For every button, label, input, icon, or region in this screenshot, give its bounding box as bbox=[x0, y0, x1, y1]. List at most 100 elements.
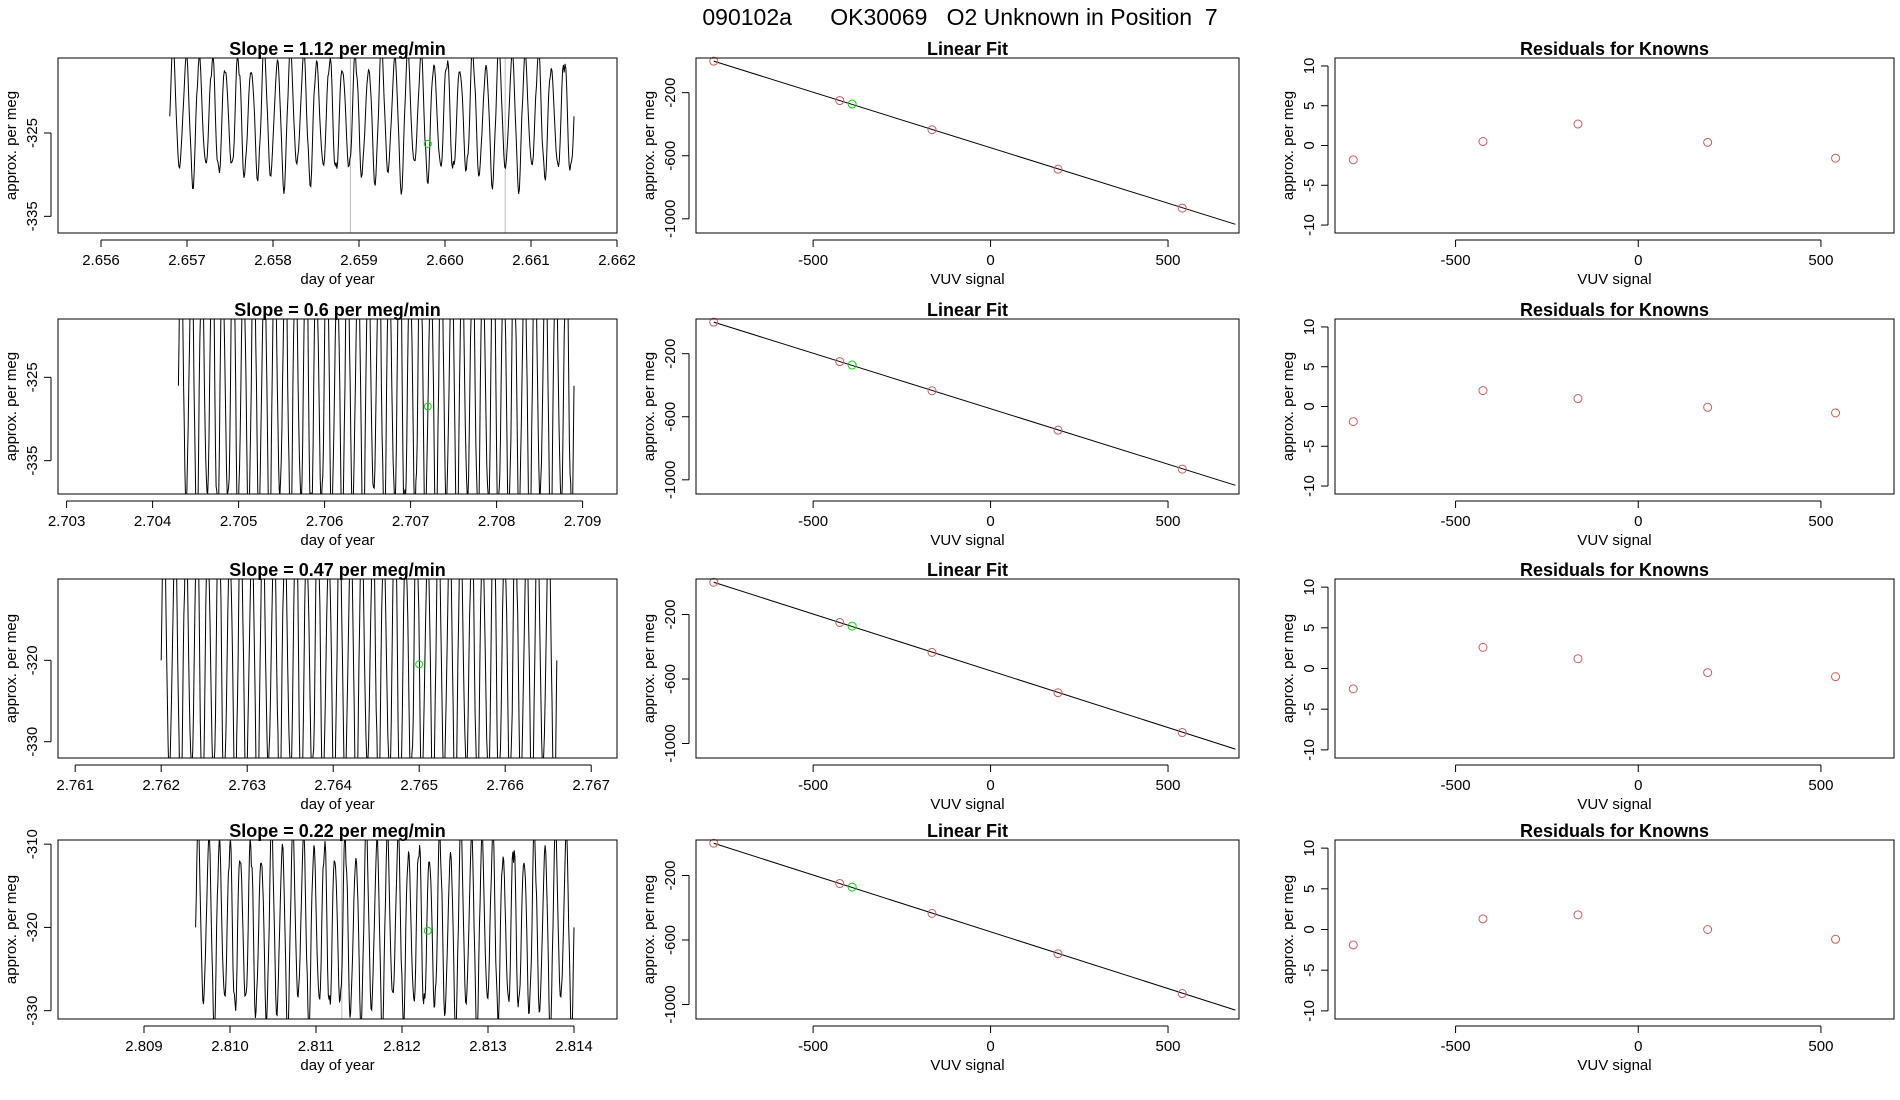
x-tick-label: 2.764 bbox=[314, 777, 352, 794]
plot-frame bbox=[1334, 318, 1895, 495]
y-axis-label: approx. per meg bbox=[1280, 614, 1297, 723]
residual-point bbox=[1573, 654, 1583, 664]
x-tick-label: 2.762 bbox=[142, 777, 180, 794]
x-tick-label: 0 bbox=[1634, 252, 1642, 269]
y-tick-label: -1000 bbox=[662, 461, 679, 499]
x-axis-label: VUV signal bbox=[1577, 796, 1651, 813]
x-axis-label: day of year bbox=[300, 796, 374, 813]
x-axis-label: VUV signal bbox=[1577, 1057, 1651, 1074]
residuals-plot: Residuals for Knowns -500 0 500 VUV signal 10… bbox=[1280, 821, 1895, 1074]
x-tick-label: -500 bbox=[798, 252, 828, 269]
plot-title: Residuals for Knowns bbox=[1520, 560, 1709, 580]
residual-point bbox=[1478, 914, 1488, 924]
x-tick-label: 2.811 bbox=[298, 1038, 334, 1055]
signal-line bbox=[160, 579, 558, 758]
x-tick-label: 2.814 bbox=[555, 1038, 593, 1055]
x-tick-label: 2.656 bbox=[82, 252, 120, 269]
y-axis-label: approx. per meg bbox=[1280, 352, 1297, 461]
x-tick-label: 500 bbox=[1808, 513, 1833, 530]
x-tick-label: 2.662 bbox=[598, 252, 636, 269]
plot-title: Slope = 0.6 per meg/min bbox=[234, 300, 441, 320]
y-axis-label: approx. per meg bbox=[3, 352, 20, 461]
unknown-point bbox=[423, 926, 432, 935]
y-tick-label: 10 bbox=[1301, 319, 1318, 336]
y-tick-label: -600 bbox=[662, 141, 679, 171]
x-axis-label: day of year bbox=[300, 532, 374, 549]
y-axis-label: approx. per meg bbox=[641, 614, 658, 723]
x-axis-label: VUV signal bbox=[930, 796, 1004, 813]
y-tick-label: -320 bbox=[24, 912, 41, 942]
y-tick-label: -330 bbox=[24, 727, 41, 757]
plot-title: Linear Fit bbox=[927, 39, 1008, 59]
y-tick-label: 0 bbox=[1301, 402, 1318, 410]
y-axis-label: approx. per meg bbox=[641, 875, 658, 984]
residual-point bbox=[1348, 155, 1358, 165]
residual-point bbox=[1573, 119, 1583, 129]
unknown-point bbox=[847, 882, 857, 892]
known-point bbox=[927, 647, 937, 657]
known-point bbox=[1177, 464, 1187, 474]
residual-point bbox=[1831, 672, 1841, 682]
known-point bbox=[1053, 425, 1063, 435]
plot-frame bbox=[57, 57, 618, 234]
unknown-point bbox=[423, 139, 432, 148]
known-point bbox=[835, 357, 845, 367]
x-tick-label: 500 bbox=[1156, 1038, 1181, 1055]
y-tick-label: -320 bbox=[24, 645, 41, 675]
x-tick-label: 2.709 bbox=[564, 513, 602, 530]
residual-point bbox=[1831, 934, 1841, 944]
signal-line bbox=[169, 58, 575, 195]
y-tick-label: -200 bbox=[662, 78, 679, 108]
y-tick-label: -200 bbox=[662, 860, 679, 890]
y-tick-label: -335 bbox=[24, 446, 41, 476]
y-tick-label: 0 bbox=[1301, 925, 1318, 933]
x-tick-label: 500 bbox=[1156, 513, 1181, 530]
y-axis-label: approx. per meg bbox=[1280, 91, 1297, 200]
x-tick-label: -500 bbox=[798, 777, 828, 794]
x-tick-label: 2.703 bbox=[48, 513, 86, 530]
plot-title: Slope = 1.12 per meg/min bbox=[229, 39, 446, 59]
residual-point bbox=[1703, 925, 1713, 934]
y-tick-label: -5 bbox=[1301, 703, 1318, 716]
x-axis-label: VUV signal bbox=[930, 271, 1004, 288]
known-point bbox=[1053, 688, 1063, 698]
x-tick-label: 2.660 bbox=[426, 252, 464, 269]
linear-fit-plot: Linear Fit -500 0 500 VUV signal -200 -600 -100… bbox=[641, 300, 1240, 549]
x-tick-label: 2.761 bbox=[56, 777, 94, 794]
y-tick-label: 5 bbox=[1301, 885, 1318, 893]
y-tick-label: 0 bbox=[1301, 664, 1318, 672]
x-tick-label: 2.812 bbox=[383, 1038, 421, 1055]
plot-frame bbox=[1334, 578, 1895, 759]
linear-fit-plot: Linear Fit -500 0 500 VUV signal -200 -600 -100… bbox=[641, 560, 1240, 813]
x-tick-label: 0 bbox=[986, 252, 994, 269]
x-tick-label: 2.659 bbox=[340, 252, 378, 269]
plot-title: Slope = 0.47 per meg/min bbox=[229, 560, 446, 580]
plot-area bbox=[160, 579, 558, 758]
plot-frame bbox=[1334, 57, 1895, 234]
residuals-plot: Residuals for Knowns -500 0 500 VUV signal 10… bbox=[1280, 560, 1895, 813]
x-tick-label: 2.707 bbox=[392, 513, 430, 530]
x-tick-label: -500 bbox=[1441, 1038, 1471, 1055]
residual-point bbox=[1703, 402, 1713, 412]
y-tick-label: 0 bbox=[1301, 141, 1318, 149]
x-tick-label: 0 bbox=[1634, 777, 1642, 794]
plot-area bbox=[169, 58, 575, 233]
known-point bbox=[927, 125, 937, 135]
plot-grid: Slope = 1.12 per meg/min 2.656 2.657 2.658 2… bbox=[3, 39, 1895, 1074]
y-tick-label: 5 bbox=[1301, 624, 1318, 632]
x-tick-label: 2.661 bbox=[512, 252, 550, 269]
fit-line bbox=[713, 60, 1236, 225]
known-point bbox=[835, 96, 845, 106]
y-tick-label: -325 bbox=[24, 362, 41, 392]
y-tick-label: -200 bbox=[662, 339, 679, 369]
plot-area bbox=[195, 840, 575, 1019]
plot-title: Residuals for Knowns bbox=[1520, 300, 1709, 320]
x-tick-label: 2.765 bbox=[400, 777, 438, 794]
known-point bbox=[1177, 989, 1187, 999]
plot-title: Slope = 0.22 per meg/min bbox=[229, 821, 446, 841]
linear-fit-plot: Linear Fit -500 0 500 VUV signal -200 -600 -100… bbox=[641, 39, 1240, 288]
x-tick-label: 0 bbox=[1634, 513, 1642, 530]
page-title: 090102a OK30069 O2 Unknown in Position 7 bbox=[702, 4, 1217, 30]
y-tick-label: -335 bbox=[24, 201, 41, 231]
y-tick-label: -200 bbox=[662, 599, 679, 629]
